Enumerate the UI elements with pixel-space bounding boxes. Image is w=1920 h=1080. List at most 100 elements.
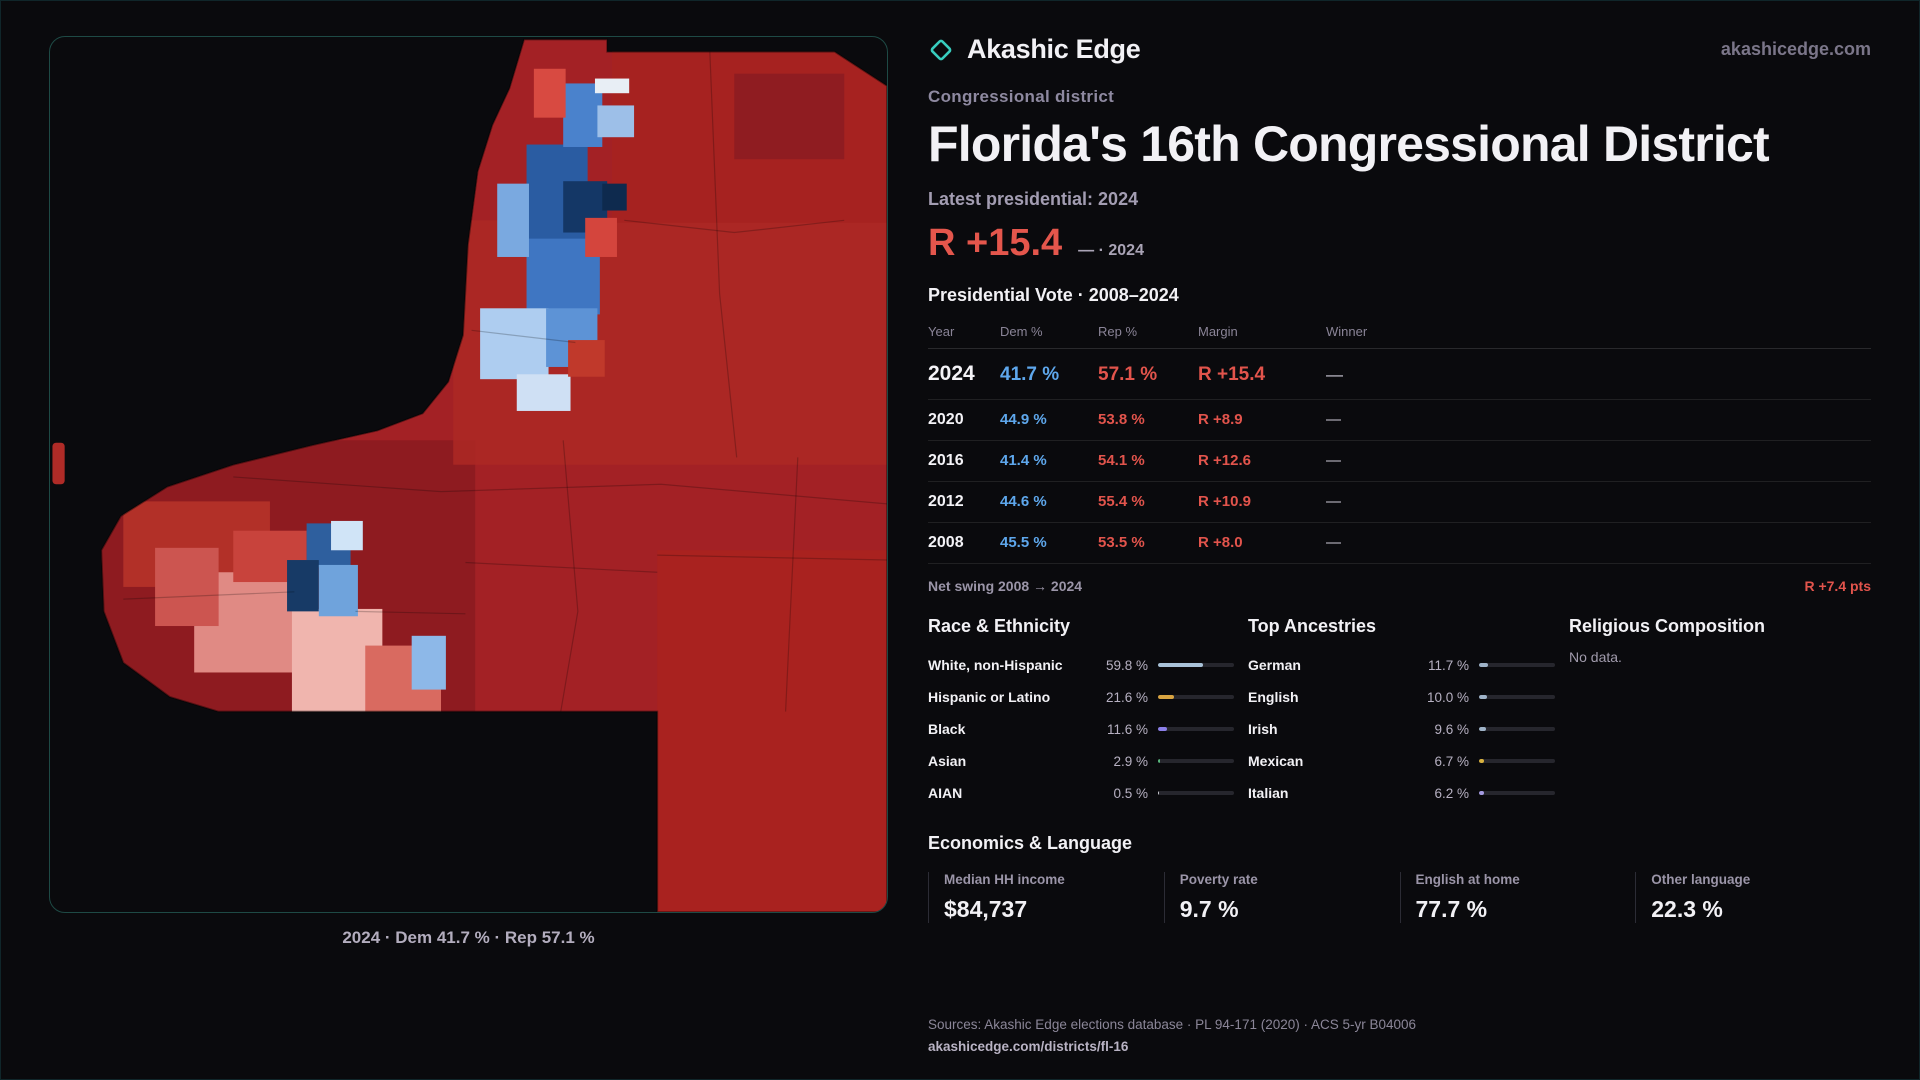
table-row: 2020 44.9 % 53.8 % R +8.9 — bbox=[928, 400, 1871, 441]
brand-name: Akashic Edge bbox=[967, 34, 1141, 64]
winner-cell: — bbox=[1326, 452, 1341, 469]
stat-block: Poverty rate 9.7 % bbox=[1163, 872, 1400, 923]
table-header-row: Year Dem % Rep % Margin Winner bbox=[928, 314, 1871, 349]
race-title: Race & Ethnicity bbox=[928, 616, 1071, 636]
demo-label: English bbox=[1248, 689, 1299, 705]
religion-title: Religious Composition bbox=[1569, 616, 1765, 636]
dem-cell: 41.4 % bbox=[1000, 452, 1047, 469]
demo-label: Mexican bbox=[1248, 753, 1304, 769]
dem-cell: 45.5 % bbox=[1000, 534, 1047, 551]
winner-cell: — bbox=[1326, 365, 1343, 384]
race-ethnicity-column: Race & Ethnicity White, non-Hispanic 59.… bbox=[928, 616, 1234, 809]
latest-presidential-label: Latest presidential: 2024 bbox=[928, 189, 1139, 209]
demo-value: 6.7 % bbox=[1434, 753, 1469, 769]
headline-margin: R +15.4 — · 2024 bbox=[928, 222, 1871, 265]
stat-label: English at home bbox=[1415, 872, 1520, 887]
demo-value: 9.6 % bbox=[1434, 721, 1469, 737]
demo-row: Hispanic or Latino 21.6 % bbox=[928, 681, 1234, 713]
year-cell: 2012 bbox=[928, 493, 964, 510]
demo-label: German bbox=[1248, 657, 1301, 673]
demo-label: AIAN bbox=[928, 785, 963, 801]
margin-cell: R +15.4 bbox=[1198, 364, 1266, 385]
dem-cell: 41.7 % bbox=[1000, 364, 1060, 385]
demo-bar bbox=[1158, 663, 1234, 667]
demo-bar bbox=[1158, 727, 1234, 731]
stat-value: 77.7 % bbox=[1415, 896, 1488, 922]
sources-line: Sources: Akashic Edge elections database… bbox=[928, 1017, 1417, 1032]
stat-block: Other language 22.3 % bbox=[1635, 872, 1871, 923]
stat-label: Median HH income bbox=[944, 872, 1065, 887]
diamond-logo-icon bbox=[930, 39, 952, 60]
demo-label: Hispanic or Latino bbox=[928, 689, 1051, 705]
ancestries-column: Top Ancestries German 11.7 % English 10.… bbox=[1248, 616, 1555, 809]
district-url-link[interactable]: akashicedge.com/districts/fl-16 bbox=[928, 1039, 1129, 1054]
demo-bar bbox=[1158, 759, 1234, 763]
demo-label: Black bbox=[928, 721, 966, 737]
religion-column: Religious Composition No data. bbox=[1569, 616, 1871, 809]
stat-value: $84,737 bbox=[944, 896, 1028, 922]
stat-block: Median HH income $84,737 bbox=[928, 872, 1164, 923]
margin-cell: R +12.6 bbox=[1198, 452, 1251, 469]
col-dem: Dem % bbox=[1000, 324, 1043, 339]
col-year: Year bbox=[928, 324, 955, 339]
kicker-label: Congressional district bbox=[928, 87, 1115, 106]
religion-no-data: No data. bbox=[1569, 649, 1622, 665]
col-rep: Rep % bbox=[1098, 324, 1138, 339]
net-swing-row: Net swing 2008 → 2024 R +7.4 pts bbox=[928, 578, 1871, 594]
footer: Sources: Akashic Edge elections database… bbox=[928, 1017, 1871, 1054]
table-row: 2016 41.4 % 54.1 % R +12.6 — bbox=[928, 441, 1871, 482]
vote-table-title: Presidential Vote · 2008–2024 bbox=[928, 285, 1179, 305]
economics-title: Economics & Language bbox=[928, 833, 1133, 853]
demo-value: 11.6 % bbox=[1106, 721, 1148, 737]
table-row: 2012 44.6 % 55.4 % R +10.9 — bbox=[928, 482, 1871, 523]
district-choropleth-map bbox=[52, 38, 887, 912]
col-margin: Margin bbox=[1198, 324, 1238, 339]
dem-cell: 44.6 % bbox=[1000, 493, 1047, 510]
table-row: 2008 45.5 % 53.5 % R +8.0 — bbox=[928, 523, 1871, 564]
stat-block: English at home 77.7 % bbox=[1399, 872, 1636, 923]
demo-bar bbox=[1158, 695, 1234, 699]
stat-label: Poverty rate bbox=[1179, 872, 1258, 887]
site-domain-link[interactable]: akashicedge.com bbox=[1720, 39, 1871, 59]
page-title: Florida's 16th Congressional District bbox=[928, 116, 1770, 172]
margin-value: R +15.4 bbox=[928, 222, 1063, 264]
stat-value: 22.3 % bbox=[1651, 896, 1723, 922]
year-cell: 2020 bbox=[928, 411, 964, 428]
demo-value: 0.5 % bbox=[1113, 785, 1148, 801]
margin-cell: R +10.9 bbox=[1198, 493, 1251, 510]
demo-value: 6.2 % bbox=[1434, 785, 1469, 801]
demo-value: 2.9 % bbox=[1113, 753, 1148, 769]
demo-value: 21.6 % bbox=[1105, 689, 1148, 705]
demo-row: Asian 2.9 % bbox=[928, 745, 1234, 777]
demo-bar bbox=[1479, 695, 1555, 699]
demo-label: Italian bbox=[1248, 785, 1289, 801]
map-panel bbox=[49, 36, 888, 913]
margin-note: — · 2024 bbox=[1078, 242, 1144, 259]
table-row: 2024 41.7 % 57.1 % R +15.4 — bbox=[928, 349, 1871, 400]
presidential-vote-table: Year Dem % Rep % Margin Winner 2024 41.7… bbox=[928, 314, 1871, 564]
demo-bar bbox=[1158, 791, 1234, 795]
demographics-section: Race & Ethnicity White, non-Hispanic 59.… bbox=[928, 616, 1871, 809]
margin-cell: R +8.0 bbox=[1198, 534, 1243, 551]
demo-row: Italian 6.2 % bbox=[1248, 777, 1555, 809]
rep-cell: 53.5 % bbox=[1098, 534, 1145, 551]
economics-stats: Median HH income $84,737 Poverty rate 9.… bbox=[928, 872, 1871, 923]
net-swing-value: R +7.4 pts bbox=[1804, 578, 1871, 594]
demo-label: White, non-Hispanic bbox=[928, 657, 1063, 673]
demo-label: Asian bbox=[928, 753, 967, 769]
year-cell: 2024 bbox=[928, 362, 975, 385]
rep-cell: 55.4 % bbox=[1098, 493, 1145, 510]
rep-cell: 54.1 % bbox=[1098, 452, 1145, 469]
demo-value: 11.7 % bbox=[1427, 657, 1469, 673]
col-winner: Winner bbox=[1326, 324, 1368, 339]
ancestries-title: Top Ancestries bbox=[1248, 616, 1377, 636]
stat-value: 9.7 % bbox=[1179, 896, 1239, 922]
rep-cell: 57.1 % bbox=[1098, 364, 1158, 385]
winner-cell: — bbox=[1326, 534, 1341, 551]
demo-label: Irish bbox=[1248, 721, 1278, 737]
demo-bar bbox=[1479, 727, 1555, 731]
rep-cell: 53.8 % bbox=[1098, 411, 1145, 428]
dem-cell: 44.9 % bbox=[1000, 411, 1047, 428]
demo-row: German 11.7 % bbox=[1248, 649, 1555, 681]
map-caption: 2024 · Dem 41.7 % · Rep 57.1 % bbox=[342, 928, 595, 947]
